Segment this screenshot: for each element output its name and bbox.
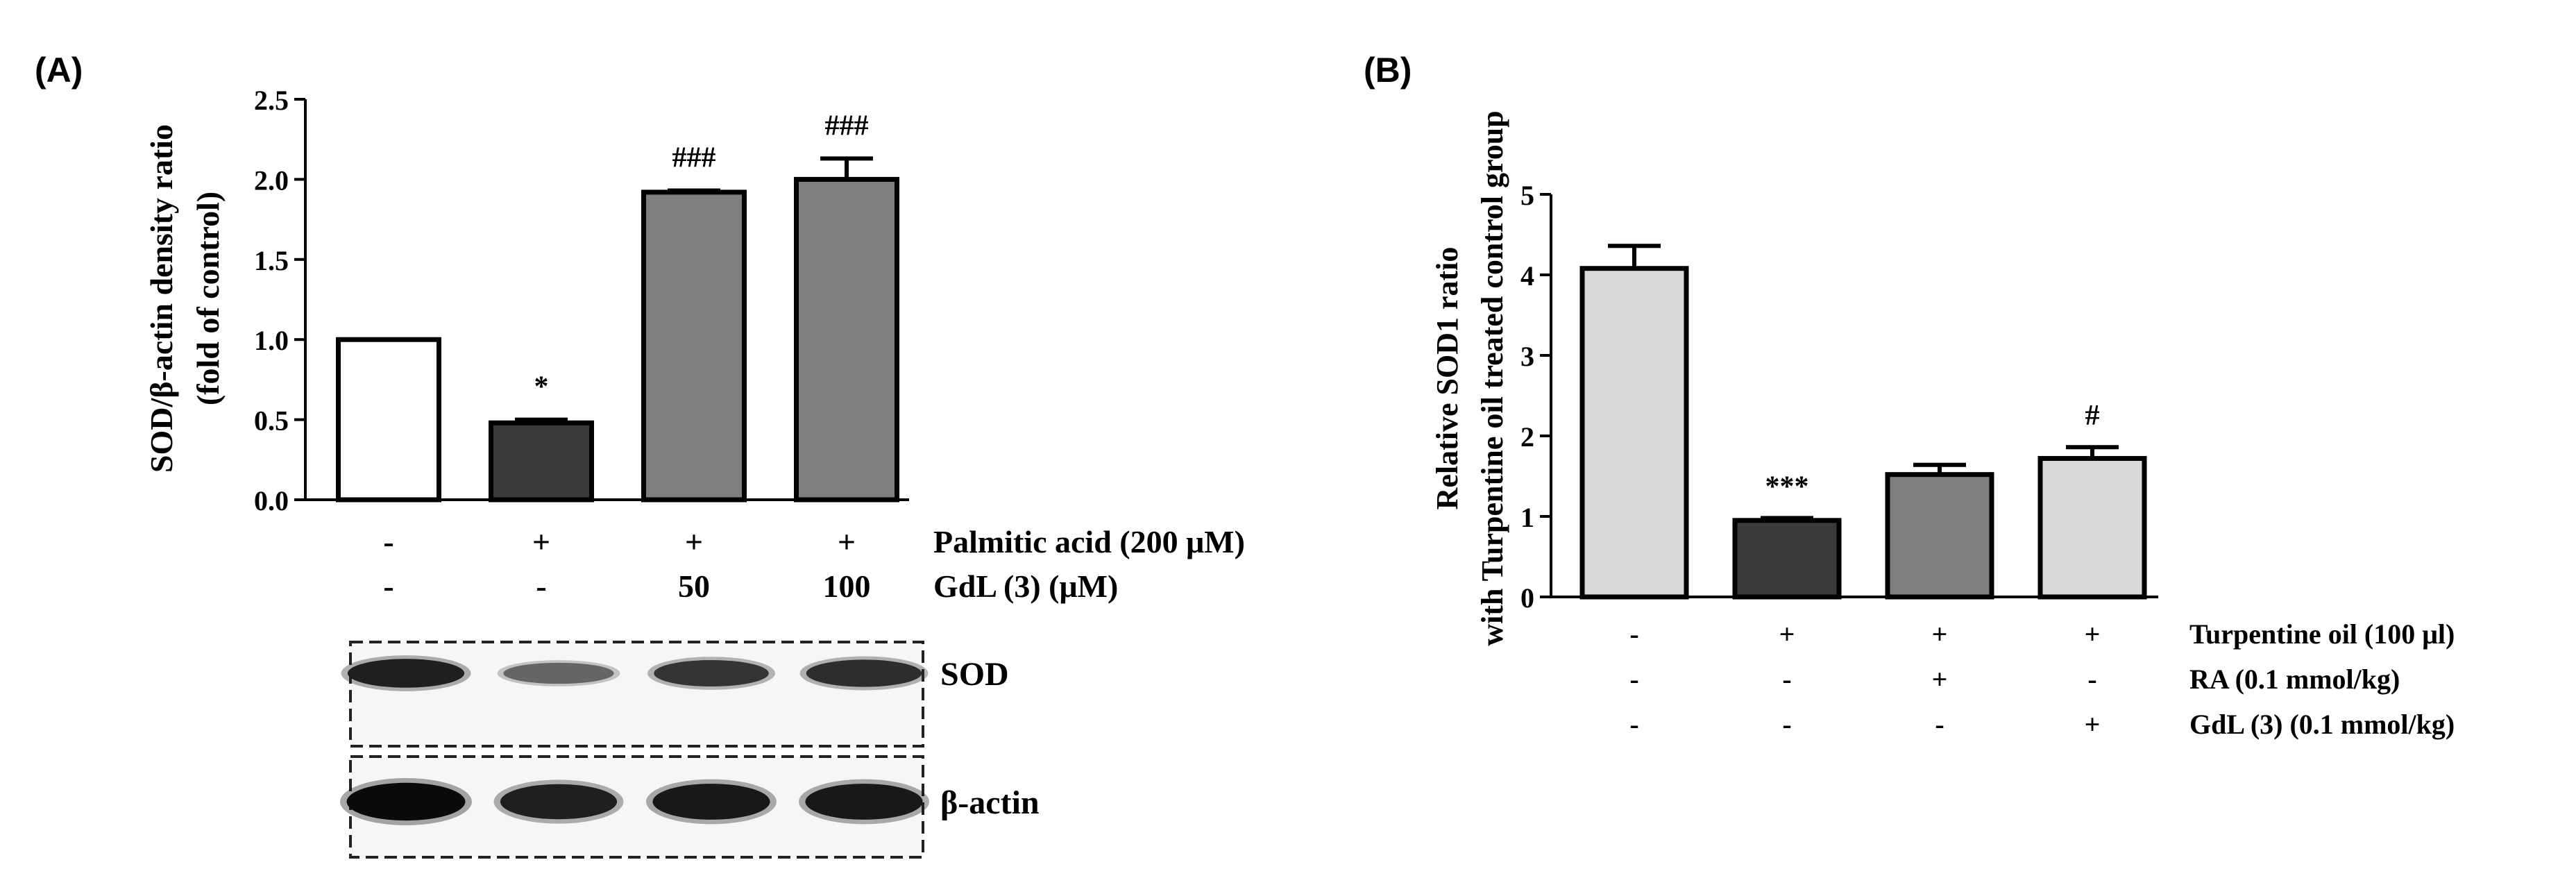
blot-band: [500, 784, 618, 820]
panel-b-label: (B): [1364, 51, 1412, 90]
treatment-symbol: +: [532, 524, 550, 559]
panel-a-y-axis-label-line1: SOD/β-actin density ratio: [144, 124, 179, 473]
panel-a-western-blot: SOD β-actin: [340, 641, 1040, 859]
treatment-symbol: -: [383, 568, 393, 604]
y-tick-label: 3: [1520, 341, 1534, 372]
significance-marker: ***: [1765, 471, 1809, 503]
panel-a-y-axis-label-line2: (fold of control): [190, 192, 226, 405]
treatment-symbol: +: [685, 524, 703, 559]
blot-band: [503, 662, 614, 684]
blot-row-label: β-actin: [940, 784, 1040, 821]
treatment-symbol: +: [2085, 618, 2101, 650]
treatment-label: GdL (3) (0.1 mmol/kg): [2189, 709, 2455, 740]
blot-band: [652, 784, 770, 820]
y-tick-label: 0: [1520, 582, 1534, 614]
significance-marker: #: [2085, 400, 2100, 432]
significance-marker: ###: [825, 110, 869, 142]
treatment-symbol: -: [536, 568, 546, 604]
bar: [641, 189, 747, 503]
treatment-label: RA (0.1 mmol/kg): [2189, 664, 2400, 695]
treatment-symbol: -: [1629, 664, 1638, 695]
treatment-label: Turpentine oil (100 μl): [2189, 618, 2455, 650]
panel-b-treatment-table: - + + + Turpentine oil (100 μl) - - + - RA (0.1 m…: [1629, 618, 2455, 740]
panel-a: (A) SOD/β-actin density ratio (fold of c…: [35, 51, 1245, 859]
panel-b: (B) Relative SOD1 ratio with Turpentine …: [1364, 51, 2455, 740]
treatment-symbol: -: [1935, 709, 1944, 740]
treatment-symbol: -: [1782, 664, 1791, 695]
treatment-symbol: +: [838, 524, 856, 559]
panel-a-axes: 0.0 0.5 1.0 1.5 2.0 2.5: [254, 85, 909, 516]
bar: [2037, 455, 2147, 600]
blot-frame: [349, 641, 924, 748]
bar: [794, 176, 899, 503]
bar: [1885, 472, 1994, 600]
bar: [336, 337, 441, 503]
treatment-symbol: -: [1782, 709, 1791, 740]
y-tick-label: 2: [1520, 421, 1534, 453]
y-tick-label: 0.0: [254, 485, 289, 516]
treatment-symbol: 100: [823, 568, 871, 604]
treatment-label: GdL (3) (μM): [933, 568, 1118, 604]
y-tick-label: 1: [1520, 502, 1534, 533]
bar: [489, 420, 594, 503]
treatment-symbol: -: [1629, 618, 1638, 650]
treatment-label: Palmitic acid (200 μM): [933, 524, 1245, 559]
treatment-symbol: -: [1629, 709, 1638, 740]
blot-band: [805, 784, 923, 820]
blot-band: [806, 659, 922, 687]
treatment-symbol: -: [2087, 664, 2096, 695]
panel-a-treatment-table: - + + + Palmitic acid (200 μM) - - 50 100 GdL (3)…: [383, 524, 1245, 604]
treatment-symbol: +: [1932, 664, 1948, 695]
panel-b-bars: *** #: [1579, 244, 2147, 600]
panel-b-y-axis-label-line1: Relative SOD1 ratio: [1430, 247, 1464, 510]
panel-b-y-axis-label-line2: with Turpentine oil treated control grou…: [1475, 110, 1509, 646]
y-tick-label: 2.5: [254, 85, 289, 116]
significance-marker: ###: [672, 142, 716, 174]
blot-row-label: SOD: [940, 656, 1009, 693]
treatment-symbol: +: [1779, 618, 1795, 650]
y-tick-label: 1.0: [254, 325, 289, 356]
blot-band: [346, 782, 466, 821]
y-tick-label: 4: [1520, 260, 1534, 292]
panel-b-axes: 0 1 2 3 4 5: [1520, 180, 2158, 614]
blot-band: [347, 659, 465, 688]
panel-a-bars: * ### ###: [336, 110, 899, 503]
y-tick-label: 0.5: [254, 405, 289, 437]
y-tick-label: 2.0: [254, 165, 289, 196]
treatment-symbol: +: [2085, 709, 2101, 740]
treatment-symbol: +: [1932, 618, 1948, 650]
bar: [1579, 266, 1689, 600]
bar: [1732, 518, 1842, 600]
y-tick-label: 1.5: [254, 245, 289, 276]
y-tick-label: 5: [1520, 180, 1534, 211]
treatment-symbol: 50: [678, 568, 710, 604]
panel-a-label: (A): [35, 51, 83, 90]
treatment-symbol: -: [383, 524, 393, 559]
significance-marker: *: [534, 371, 549, 403]
blot-band: [654, 659, 769, 687]
